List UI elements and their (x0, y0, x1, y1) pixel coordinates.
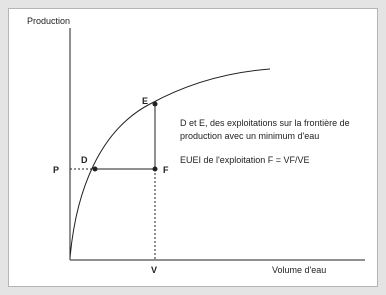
frontier-curve (69, 68, 271, 259)
point-label: P (53, 165, 59, 175)
x-axis-label: Volume d'eau (272, 265, 326, 275)
point-d (92, 166, 98, 172)
annotation-line: production avec un minimum d'eau (180, 131, 319, 141)
point-label: E (142, 96, 148, 106)
point-label: D (81, 155, 88, 165)
panel (8, 8, 378, 287)
point-e (152, 101, 158, 107)
point-label: V (151, 265, 157, 275)
point-label: F (163, 165, 169, 175)
annotation-formula: EUEI de l'exploitation F = VF/VE (180, 155, 310, 165)
point-f (152, 166, 158, 172)
annotation-line: D et E, des exploitations sur la frontiè… (180, 118, 350, 128)
y-axis-label: Production (27, 16, 70, 26)
